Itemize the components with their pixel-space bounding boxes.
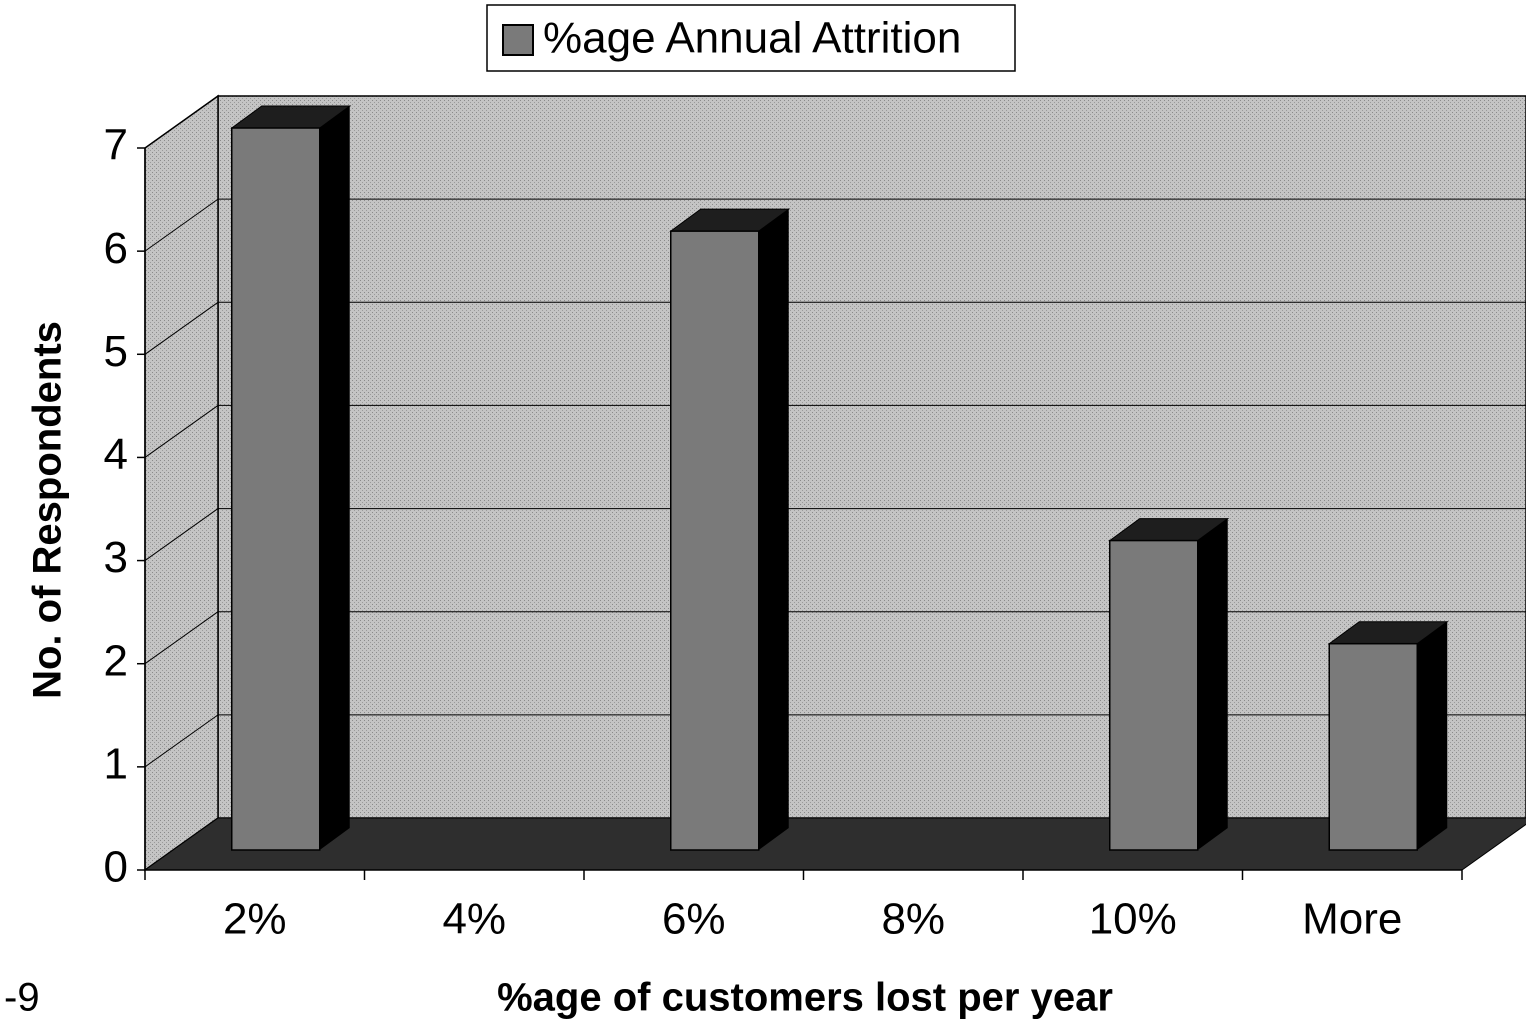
legend: %age Annual Attrition (486, 4, 1016, 72)
y-tick-label: 6 (104, 224, 128, 273)
x-tick-label: 2% (223, 895, 287, 944)
bar (670, 230, 760, 851)
x-tick-label: 8% (881, 895, 945, 944)
annotation: -9 (4, 976, 40, 1020)
bar-side (319, 106, 350, 850)
y-tick-label: 1 (104, 739, 128, 788)
grid-line (144, 405, 219, 458)
legend-box (486, 4, 1016, 72)
x-tick-label: 4% (442, 895, 506, 944)
grid-line (144, 714, 219, 768)
x-tick-label: More (1302, 895, 1402, 944)
y-tick-label: 4 (104, 430, 128, 479)
y-tick-label: 0 (104, 843, 128, 892)
grid-line (144, 198, 219, 252)
grid-line (144, 95, 219, 149)
legend-label: %age Annual Attrition (543, 14, 961, 63)
x-tick-label: 6% (662, 895, 726, 944)
y-tick-label: 2 (104, 636, 128, 685)
y-axis-label: No. of Respondents (26, 321, 70, 699)
grid-line (144, 301, 219, 355)
bar (1328, 642, 1418, 851)
y-tick-label: 7 (104, 121, 128, 170)
legend-swatch (502, 24, 534, 56)
side-wall (144, 94, 219, 872)
x-axis-label: %age of customers lost per year (497, 976, 1113, 1020)
y-tick-label: 5 (104, 327, 128, 376)
grid-line (144, 508, 219, 561)
bar (231, 127, 321, 851)
y-tick-label: 3 (104, 533, 128, 582)
grid-line (144, 611, 219, 665)
bar-side (1417, 621, 1448, 850)
x-tick-label: 10% (1089, 895, 1177, 944)
floor (143, 817, 1526, 871)
bar-side (1197, 518, 1228, 850)
bar-side (758, 209, 789, 851)
bar (1109, 539, 1199, 851)
